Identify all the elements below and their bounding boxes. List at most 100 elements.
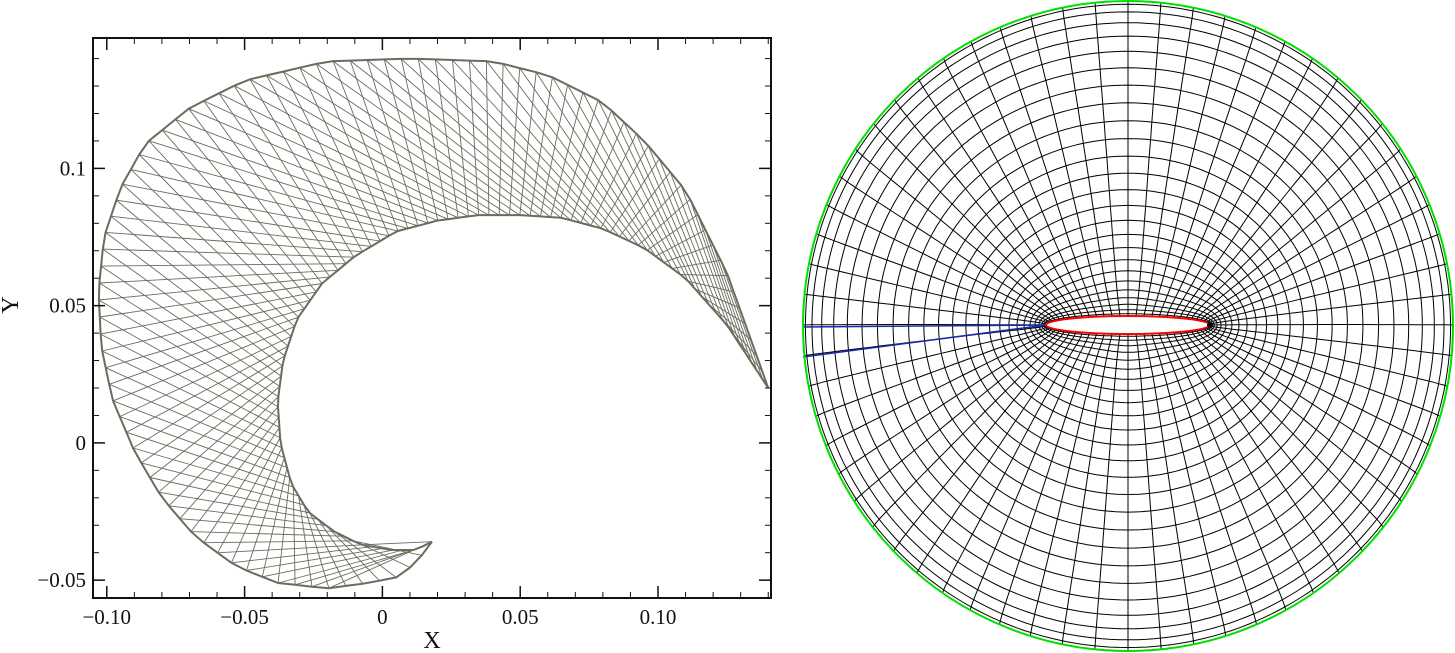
- x-axis-title: X: [423, 628, 440, 653]
- x-tick-labels: −0.10 −0.05 0 0.05 0.10: [82, 605, 676, 629]
- mesh-line: [277, 549, 404, 584]
- o-grid-radial-line: [808, 263, 1048, 324]
- y-tick-label: 0.05: [49, 294, 86, 318]
- mesh-line: [217, 544, 363, 554]
- mesh-line: [100, 333, 280, 428]
- mesh-line: [282, 71, 372, 247]
- mesh-line: [138, 154, 299, 318]
- mesh-line: [262, 549, 393, 578]
- x-tick-label: 0.10: [640, 605, 677, 629]
- mesh-line: [552, 77, 665, 263]
- x-tick-label: 0: [377, 605, 388, 629]
- left-mesh-plot: −0.10 −0.05 0 0.05 0.10 −0.05 0 0.05 0.1 X Y: [0, 37, 772, 653]
- mesh-line: [669, 171, 730, 328]
- o-grid-radial-line: [1159, 333, 1257, 625]
- wake-cut-line: [802, 324, 1047, 358]
- mesh-line: [98, 276, 330, 301]
- o-grid-radial-line: [815, 327, 1050, 417]
- mesh-line: [101, 263, 346, 267]
- o-grid-radial-line: [999, 333, 1097, 625]
- mesh-line: [203, 100, 459, 219]
- mesh-line: [658, 158, 723, 320]
- o-grid-radial-line: [1135, 2, 1162, 317]
- mesh-line: [175, 119, 317, 293]
- mesh-line: [190, 416, 280, 532]
- mesh-line: [609, 158, 660, 233]
- trailing-edge-point: [1207, 322, 1213, 328]
- o-grid-radial-line: [804, 293, 1047, 325]
- mesh-line: [234, 85, 479, 216]
- mesh-line: [188, 108, 323, 284]
- o-grid-radial-line: [1166, 41, 1286, 318]
- mesh-line: [400, 58, 439, 221]
- o-grid-radial-line: [1185, 99, 1362, 319]
- mesh-line: [116, 199, 289, 347]
- o-grid-radial-line: [893, 331, 1071, 552]
- mesh-line: [110, 215, 372, 247]
- o-grid-radial-line: [1135, 333, 1162, 650]
- o-grid-radial-line: [826, 203, 1053, 322]
- mesh-line: [332, 60, 541, 217]
- mesh-line: [417, 58, 592, 226]
- outer-boundary-circle: [802, 0, 1454, 652]
- o-grid-radial-line: [1166, 332, 1287, 611]
- mesh-line: [635, 133, 710, 305]
- mesh-line: [704, 229, 752, 363]
- o-grid-radial-line: [894, 99, 1071, 319]
- mesh-line: [434, 59, 459, 218]
- mesh-line: [158, 386, 280, 493]
- o-grid-radial-line: [1208, 326, 1448, 387]
- o-grid-radial-line: [1179, 331, 1340, 574]
- mesh-line: [502, 63, 639, 246]
- mesh-line: [105, 308, 305, 369]
- mesh-line: [468, 60, 480, 216]
- o-grid-radial-line: [1151, 333, 1226, 637]
- mesh-line: [383, 59, 572, 221]
- mesh-line: [680, 184, 735, 337]
- o-grid-radial-line: [917, 77, 1077, 319]
- axis-ticks: [93, 38, 771, 598]
- x-tick-label: −0.10: [82, 605, 131, 629]
- mesh-line: [519, 67, 648, 251]
- mesh-line: [597, 99, 689, 282]
- mesh-line: [694, 288, 740, 309]
- o-grid-radial-line: [1143, 7, 1194, 317]
- mesh-line: [720, 260, 764, 380]
- mesh-line: [245, 457, 285, 571]
- mesh-line: [99, 283, 323, 318]
- y-tick-labels: −0.05 0 0.05 0.1: [37, 156, 86, 592]
- o-grid-radial-line: [1203, 203, 1430, 322]
- o-grid-radial-line: [1209, 325, 1452, 357]
- mesh-line: [316, 63, 531, 217]
- mesh-line: [122, 183, 292, 337]
- mesh-line: [99, 316, 279, 418]
- mesh-line: [132, 355, 285, 449]
- o-grid-radial-line: [1159, 27, 1256, 317]
- mesh-line: [317, 519, 364, 584]
- mesh-line: [417, 58, 449, 220]
- mesh-line: [161, 129, 311, 301]
- mesh-outer-boundary: [97, 57, 770, 590]
- mesh-line: [203, 427, 280, 543]
- mesh-line: [309, 512, 347, 587]
- mesh-boundaries: [97, 57, 770, 590]
- mesh-line: [126, 431, 294, 488]
- mesh-line: [188, 108, 449, 220]
- mesh-line: [203, 540, 353, 544]
- o-grid-radial-line: [970, 41, 1090, 318]
- mesh-line: [100, 265, 280, 387]
- mesh-line: [292, 487, 296, 585]
- mesh-line: [218, 92, 469, 217]
- mesh-line: [110, 215, 285, 357]
- mesh-line: [567, 84, 673, 269]
- o-grid-radial-line: [1209, 293, 1452, 325]
- o-grid-radial-line: [855, 148, 1060, 321]
- mesh-line: [119, 335, 292, 418]
- o-grid-radial-line: [1185, 331, 1363, 552]
- mesh-line: [655, 229, 706, 257]
- wake-cut-line: [802, 324, 1047, 328]
- o-grid-mesh: [802, 0, 1454, 652]
- mesh-line: [217, 437, 281, 554]
- o-grid-radial-line: [1000, 27, 1097, 317]
- mesh-line: [294, 549, 414, 586]
